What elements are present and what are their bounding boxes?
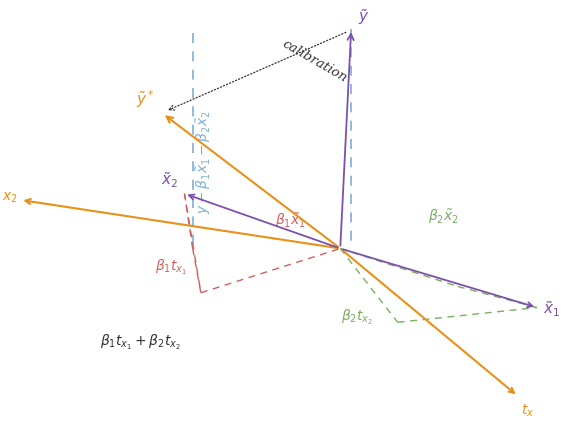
Text: $\tilde{y}$: $\tilde{y}$ xyxy=(358,7,370,27)
Text: $\tilde{y}^*$: $\tilde{y}^*$ xyxy=(136,88,154,110)
Text: $\beta_1 t_{x_1} + \beta_2 t_{x_2}$: $\beta_1 t_{x_1} + \beta_2 t_{x_2}$ xyxy=(99,333,181,352)
Text: $\tilde{x}_1$: $\tilde{x}_1$ xyxy=(542,300,560,320)
Text: $\beta_2\tilde{x}_2$: $\beta_2\tilde{x}_2$ xyxy=(428,207,459,226)
Text: $\tilde{x}_2$: $\tilde{x}_2$ xyxy=(160,171,178,190)
Text: calibration: calibration xyxy=(280,37,350,85)
Text: $\beta_1 t_{x_1}$: $\beta_1 t_{x_1}$ xyxy=(155,258,187,277)
Text: $\beta_2 t_{x_2}$: $\beta_2 t_{x_2}$ xyxy=(341,308,373,327)
Text: $t_x$: $t_x$ xyxy=(520,402,534,419)
Text: $x_2$: $x_2$ xyxy=(2,191,18,205)
Text: $y - \beta_1\tilde{x}_1 - \beta_2\tilde{x}_2$: $y - \beta_1\tilde{x}_1 - \beta_2\tilde{… xyxy=(194,110,213,214)
Text: $\beta_1\tilde{x}_1$: $\beta_1\tilde{x}_1$ xyxy=(275,212,306,230)
